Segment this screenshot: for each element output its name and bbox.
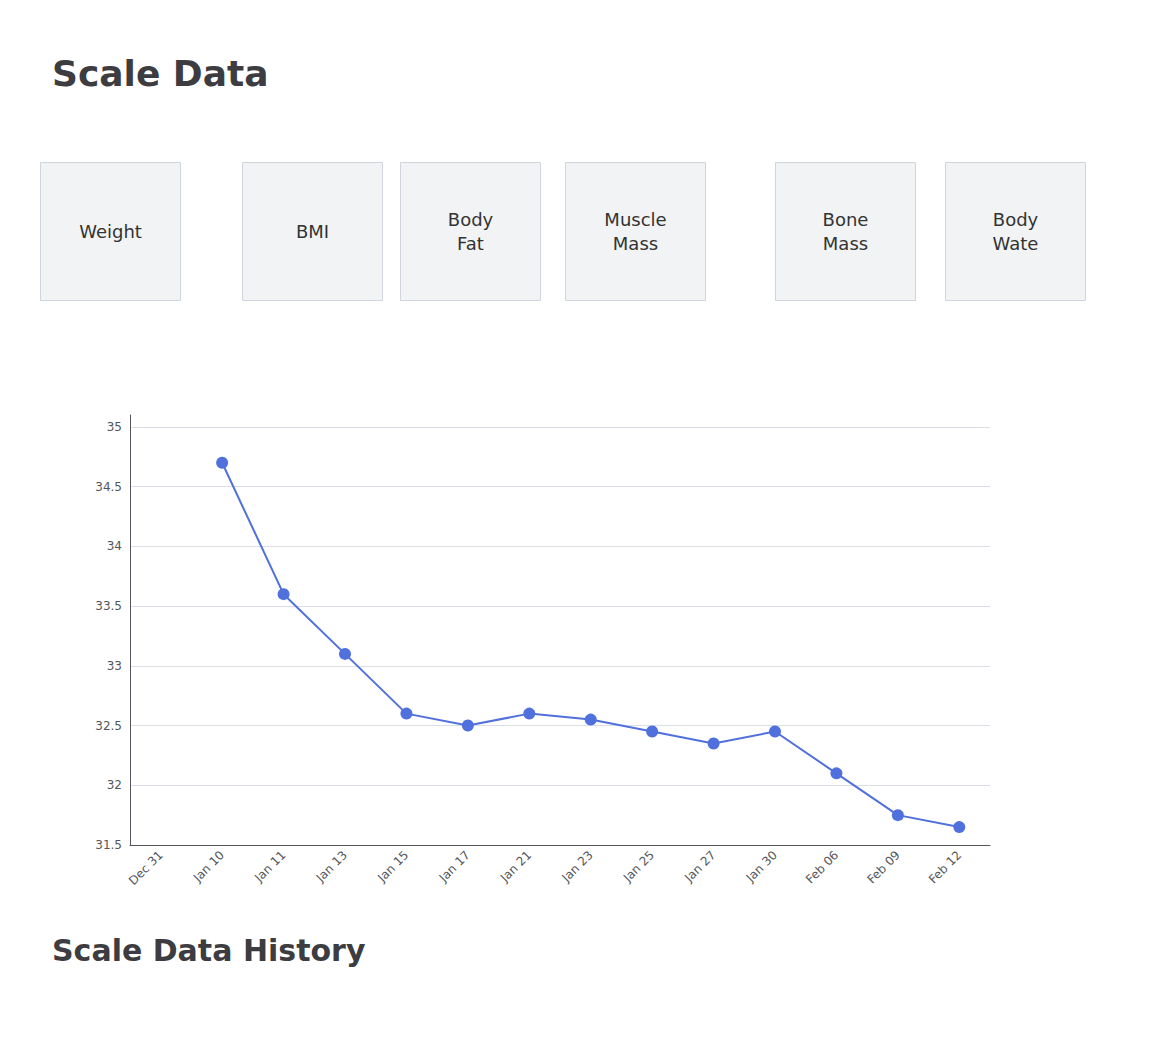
svg-text:Weight: Weight — [79, 221, 142, 242]
svg-text:32: 32 — [107, 778, 122, 792]
svg-text:34.5: 34.5 — [95, 480, 122, 494]
svg-text:Jan 30: Jan 30 — [743, 848, 780, 885]
svg-text:Jan 15: Jan 15 — [374, 848, 411, 885]
svg-text:Wate: Wate — [993, 233, 1039, 254]
svg-text:Scale Data History: Scale Data History — [52, 933, 366, 968]
svg-text:Mass: Mass — [613, 233, 658, 254]
svg-text:Jan 23: Jan 23 — [559, 848, 596, 885]
svg-text:Scale Data: Scale Data — [52, 53, 269, 94]
svg-text:Jan 13: Jan 13 — [313, 848, 350, 885]
svg-text:33.5: 33.5 — [95, 599, 122, 613]
svg-text:Body: Body — [448, 209, 494, 230]
svg-text:Jan 27: Jan 27 — [681, 848, 718, 885]
svg-text:Jan 21: Jan 21 — [497, 848, 534, 885]
svg-text:Mass: Mass — [823, 233, 868, 254]
svg-text:32.5: 32.5 — [95, 719, 122, 733]
svg-text:Feb 09: Feb 09 — [864, 848, 902, 886]
svg-text:35: 35 — [107, 420, 122, 434]
svg-text:31.5: 31.5 — [95, 838, 122, 852]
svg-text:Muscle: Muscle — [604, 209, 666, 230]
svg-text:Jan 17: Jan 17 — [436, 848, 473, 885]
svg-text:34: 34 — [107, 539, 122, 553]
svg-text:Dec 31: Dec 31 — [126, 848, 166, 888]
svg-text:Bone: Bone — [823, 209, 869, 230]
svg-text:Jan 25: Jan 25 — [620, 848, 657, 885]
svg-text:Body: Body — [993, 209, 1039, 230]
svg-text:Jan 11: Jan 11 — [251, 848, 288, 885]
svg-text:Fat: Fat — [457, 233, 484, 254]
svg-text:Feb 12: Feb 12 — [926, 848, 964, 886]
svg-text:Feb 06: Feb 06 — [803, 848, 841, 886]
svg-text:BMI: BMI — [296, 221, 329, 242]
svg-text:33: 33 — [107, 659, 122, 673]
svg-text:Jan 10: Jan 10 — [190, 848, 227, 885]
